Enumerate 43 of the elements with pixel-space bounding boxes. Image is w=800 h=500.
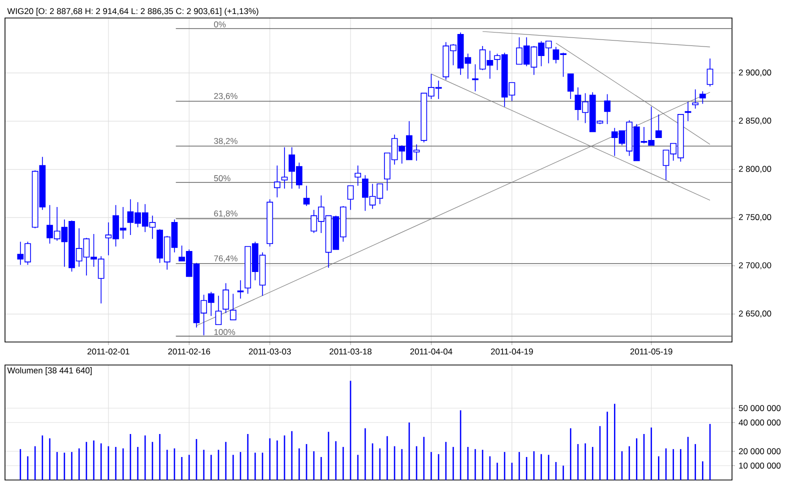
candlestick bbox=[472, 64, 478, 92]
x-tick-label: 2011-02-16 bbox=[168, 348, 210, 355]
candlestick bbox=[237, 280, 244, 300]
candlestick bbox=[684, 101, 692, 122]
candlestick bbox=[274, 165, 280, 198]
candlestick bbox=[699, 90, 706, 104]
candlestick bbox=[655, 114, 662, 138]
y-tick-label: 10 000 000 bbox=[739, 462, 781, 469]
y-tick-label: 40 000 000 bbox=[738, 420, 781, 426]
candlestick bbox=[215, 295, 222, 326]
candlestick bbox=[303, 185, 310, 206]
annotation: 23,6% bbox=[214, 93, 238, 100]
y-tick-label: 2 750,00 bbox=[738, 214, 772, 222]
x-tick-label: 2011-03-03 bbox=[248, 348, 291, 355]
candlestick bbox=[706, 58, 714, 87]
candlestick bbox=[567, 74, 574, 100]
candlestick bbox=[604, 94, 610, 124]
y-tick-label: 2 900,00 bbox=[738, 69, 772, 76]
candlestick bbox=[281, 146, 288, 190]
annotation: 0% bbox=[214, 21, 226, 28]
y-tick-label: 2 850,00 bbox=[738, 118, 772, 125]
annotation: 61,8% bbox=[214, 210, 238, 218]
annotation: 76,4% bbox=[214, 255, 238, 262]
x-tick-label: 2011-03-18 bbox=[330, 348, 372, 355]
x-tick-label: 2011-04-19 bbox=[491, 348, 533, 355]
y-tick-label: 2 800,00 bbox=[738, 166, 772, 173]
annotation: 38,2% bbox=[214, 138, 238, 145]
x-tick-label: 2011-04-04 bbox=[410, 348, 452, 355]
y-tick-label: 20 000 000 bbox=[738, 448, 781, 454]
chart-title: Wolumen [38 441 640] bbox=[7, 367, 92, 376]
candlestick bbox=[347, 185, 354, 210]
candlestick bbox=[354, 165, 362, 186]
annotation: 50% bbox=[214, 175, 230, 182]
chart-title: WIG20 [O: 2 887,68 H: 2 914,64 L: 2 886,35 C: 2 903,61] (+1,13%) bbox=[7, 8, 258, 16]
candlestick bbox=[222, 282, 230, 314]
candlestick bbox=[692, 88, 699, 110]
x-tick-label: 2011-05-19 bbox=[630, 348, 672, 355]
y-tick-label: 2 700,00 bbox=[738, 262, 772, 270]
candlestick bbox=[230, 293, 236, 320]
y-tick-label: 50 000 000 bbox=[738, 405, 781, 412]
x-tick-label: 2011-02-01 bbox=[88, 348, 130, 355]
annotation: 100% bbox=[214, 329, 236, 336]
y-tick-label: 2 650,00 bbox=[738, 310, 772, 318]
